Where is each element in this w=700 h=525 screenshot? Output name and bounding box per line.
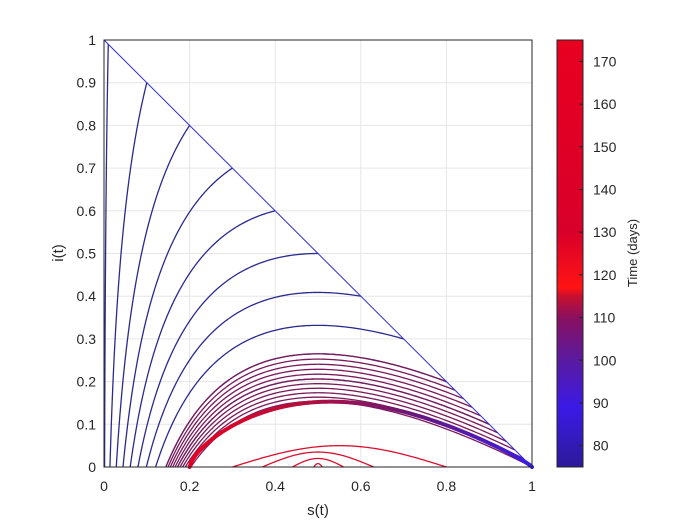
trajectory-from-axis <box>172 368 473 468</box>
x-tick-label: 0.8 <box>437 478 457 494</box>
trajectory-from-axis <box>169 363 464 468</box>
trajectory-from-boundary <box>109 82 148 468</box>
y-tick-label: 0.6 <box>77 203 97 219</box>
colorbar-tick-labels: 80 90 100 110 120 130 140 150 160 170 <box>579 53 617 454</box>
lower-trajectory <box>232 444 447 468</box>
y-tick-label: 0.4 <box>77 288 97 304</box>
y-tick-label: 0.3 <box>77 331 97 347</box>
colorbar-tick-label: 160 <box>593 96 617 112</box>
colorbar-label: Time (days) <box>625 219 640 287</box>
y-tick-label: 1 <box>88 32 96 48</box>
colorbar-tick-label: 140 <box>593 181 617 197</box>
colorbar-tick-label: 80 <box>593 438 609 454</box>
boundary-line <box>103 39 533 468</box>
trajectory-from-boundary <box>115 125 191 468</box>
trajectory-from-axis <box>179 383 499 468</box>
lower-trajectory <box>262 451 374 468</box>
colorbar-tick-label: 150 <box>593 139 617 155</box>
lower-trajectory <box>313 462 323 468</box>
trajectory-from-boundary <box>129 210 276 468</box>
x-tick-label: 0 <box>100 478 108 494</box>
x-axis-label: s(t) <box>307 502 329 519</box>
colorbar-tick-label: 170 <box>593 53 617 69</box>
x-tick-label: 1 <box>528 478 536 494</box>
y-tick-label: 0.9 <box>77 75 97 91</box>
x-tick-label: 0.6 <box>351 478 371 494</box>
y-tick-label: 0.1 <box>77 416 97 432</box>
lower-trajectory <box>292 457 344 468</box>
plot-frame <box>103 39 533 468</box>
x-tick-label: 0.4 <box>265 478 285 494</box>
colorbar-gradient <box>556 39 584 468</box>
trajectory-from-axis <box>176 378 490 468</box>
trajectory-from-axis <box>184 392 516 468</box>
colorbar-tick-label: 130 <box>593 224 617 240</box>
colorbar-tick-label: 110 <box>593 310 616 326</box>
trajectory-from-axis <box>174 373 481 468</box>
x-tick-labels: 0 0.2 0.4 0.6 0.8 1 <box>100 478 536 494</box>
y-tick-label: 0.5 <box>77 246 97 262</box>
trajectory-from-axis <box>167 358 456 468</box>
x-tick-label: 0.2 <box>180 478 200 494</box>
colorbar-tick-label: 120 <box>593 267 617 283</box>
trajectory-from-boundary <box>103 44 109 468</box>
highlight-trajectory <box>187 399 534 469</box>
trajectory-from-boundary <box>137 252 319 468</box>
trajectory-from-axis <box>182 387 507 468</box>
colorbar-tick-label: 100 <box>593 352 617 368</box>
trajectory-curves <box>103 44 534 469</box>
colorbar: 80 90 100 110 120 130 140 150 160 170 Time (days) <box>556 39 640 468</box>
colorbar-tick-label: 90 <box>593 395 609 411</box>
trajectory-from-boundary <box>154 324 404 468</box>
y-tick-label: 0.2 <box>77 374 97 390</box>
y-tick-label: 0.8 <box>77 117 97 133</box>
grid <box>103 39 533 468</box>
y-tick-label: 0.7 <box>77 160 97 176</box>
trajectory-from-boundary <box>122 167 233 468</box>
y-tick-labels: 0 0.1 0.2 0.3 0.4 0.5 0.6 0.7 0.8 0.9 1 <box>77 32 97 475</box>
trajectory-from-boundary <box>145 291 361 468</box>
y-tick-label: 0 <box>88 459 96 475</box>
plot-area: 0 0.2 0.4 0.6 0.8 1 0 0.1 0.2 0.3 0.4 0.5 0.6 0.7 0.8… <box>77 32 537 494</box>
y-axis-label: i(t) <box>50 244 67 262</box>
trajectory-from-axis <box>165 353 447 468</box>
